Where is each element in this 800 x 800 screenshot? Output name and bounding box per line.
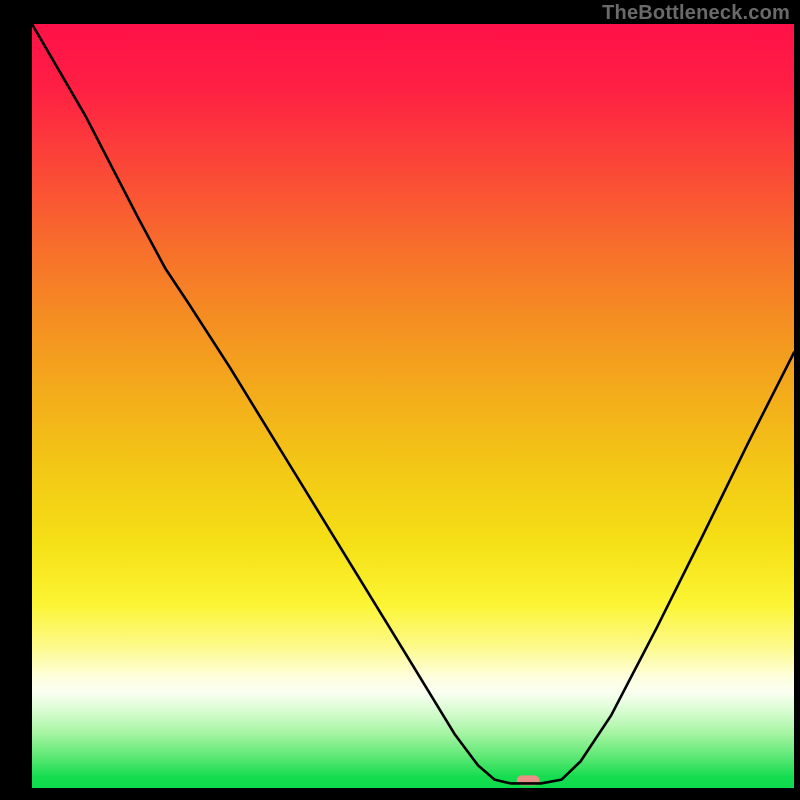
watermark-text: TheBottleneck.com [602,2,790,25]
chart-container: TheBottleneck.com [0,0,800,800]
bottleneck-curve-plot [0,0,800,800]
gradient-background [32,24,794,788]
